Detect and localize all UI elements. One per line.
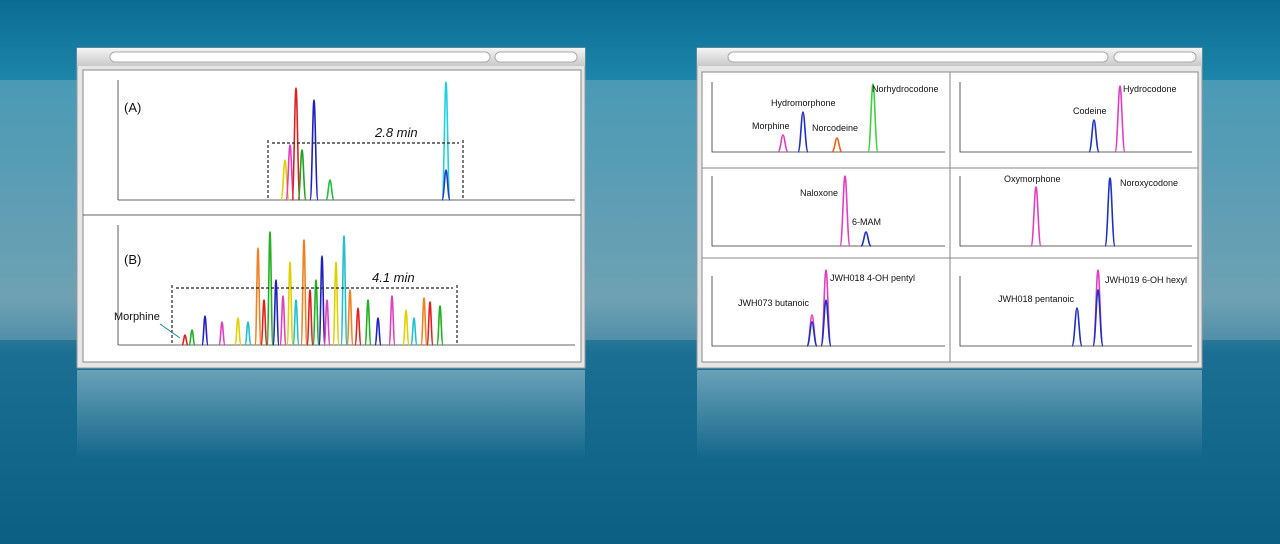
axis [711, 176, 945, 247]
trace-peak [1104, 177, 1116, 247]
trace-peak [325, 179, 335, 201]
trace-peak [410, 317, 418, 346]
trace-peak [332, 261, 340, 346]
trace-peak [388, 295, 396, 346]
peak-label: Norcodeine [812, 123, 858, 133]
peak-label: JWH018 4-OH pentyl [830, 273, 915, 283]
panel-label: (B) [124, 252, 141, 267]
trace-peak [420, 297, 428, 346]
span-label: 2.8 min [374, 125, 418, 140]
trace-peak [1071, 307, 1083, 347]
peak-label: Norhydrocodone [872, 84, 939, 94]
trace-peak [820, 299, 832, 347]
content [82, 69, 582, 363]
axis [711, 276, 945, 347]
trace-peak [374, 317, 382, 346]
trace-peak [860, 231, 872, 247]
reflection [697, 370, 1202, 460]
grid-divider [702, 72, 1198, 362]
trace-peak [436, 305, 444, 346]
trace-peak [1092, 289, 1104, 347]
trace-peak [309, 99, 319, 201]
trace-peak [201, 315, 209, 346]
trace-peak [441, 81, 451, 201]
trace-peak [188, 329, 196, 346]
trace-peak [266, 231, 274, 346]
trace-peak [839, 175, 851, 247]
trace-peak [318, 255, 326, 346]
reflection [77, 370, 585, 460]
trace-peak [234, 317, 242, 346]
trace-peak [797, 111, 809, 153]
trace-peak [426, 301, 434, 346]
trace-peak [831, 137, 843, 153]
peak-label: Hydromorphone [771, 98, 836, 108]
trace-peak [300, 239, 308, 346]
trace-peak [346, 289, 354, 346]
trace-peak [254, 247, 262, 346]
axis [711, 82, 945, 153]
trace-peak [354, 307, 362, 346]
search-box[interactable] [494, 51, 578, 63]
annotation-arrow [159, 323, 181, 339]
trace-peak [441, 169, 451, 201]
annotation: Morphine [114, 311, 160, 323]
trace-peak [340, 235, 348, 346]
peak-label: Hydrocodone [1123, 84, 1177, 94]
trace-peak [364, 299, 372, 346]
peak-label: Noroxycodone [1120, 178, 1178, 188]
search-box[interactable] [1113, 51, 1197, 63]
peak-label: Naloxone [800, 188, 838, 198]
peak-label: Codeine [1073, 106, 1107, 116]
address-bar[interactable] [109, 51, 491, 63]
trace-peak [806, 321, 818, 347]
peak-label: JWH018 pentanoic [998, 294, 1075, 304]
trace-peak [1030, 186, 1042, 247]
trace-peak [279, 295, 287, 346]
address-bar[interactable] [727, 51, 1109, 63]
trace-peak [291, 87, 301, 201]
peak-label: JWH073 butanoic [738, 298, 810, 308]
trace-peak [306, 289, 314, 346]
peak-label: JWH019 6-OH hexyl [1105, 275, 1187, 285]
trace-peak [1114, 85, 1126, 153]
trace-peak [323, 299, 331, 346]
axis [959, 276, 1192, 347]
trace-peak [1088, 119, 1100, 153]
trace-peak [292, 299, 300, 346]
peak-label: Oxymorphone [1004, 174, 1061, 184]
trace-peak [218, 321, 226, 346]
traces [777, 83, 1126, 347]
axis [959, 82, 1192, 153]
peak-label: Morphine [752, 121, 790, 131]
traces [181, 81, 451, 346]
span-label: 4.1 min [372, 270, 415, 285]
span-marker [267, 140, 464, 200]
trace-peak [297, 149, 307, 201]
trace-peak [260, 299, 268, 346]
panel-label: (A) [124, 100, 141, 115]
trace-peak [181, 334, 189, 346]
trace-peak [402, 309, 410, 346]
trace-peak [867, 83, 879, 153]
trace-peak [312, 279, 320, 346]
trace-peak [244, 321, 252, 346]
trace-peak [272, 279, 280, 346]
peak-label: 6-MAM [852, 217, 881, 227]
trace-peak [286, 261, 294, 346]
trace-peak [777, 134, 789, 153]
right-window: Morphine Hydromorphone Norcodeine Norhyd… [696, 47, 1203, 369]
left-window: (A) 2.8 min (B) 4.1 min Morphine [76, 47, 586, 369]
span-marker [171, 285, 458, 345]
